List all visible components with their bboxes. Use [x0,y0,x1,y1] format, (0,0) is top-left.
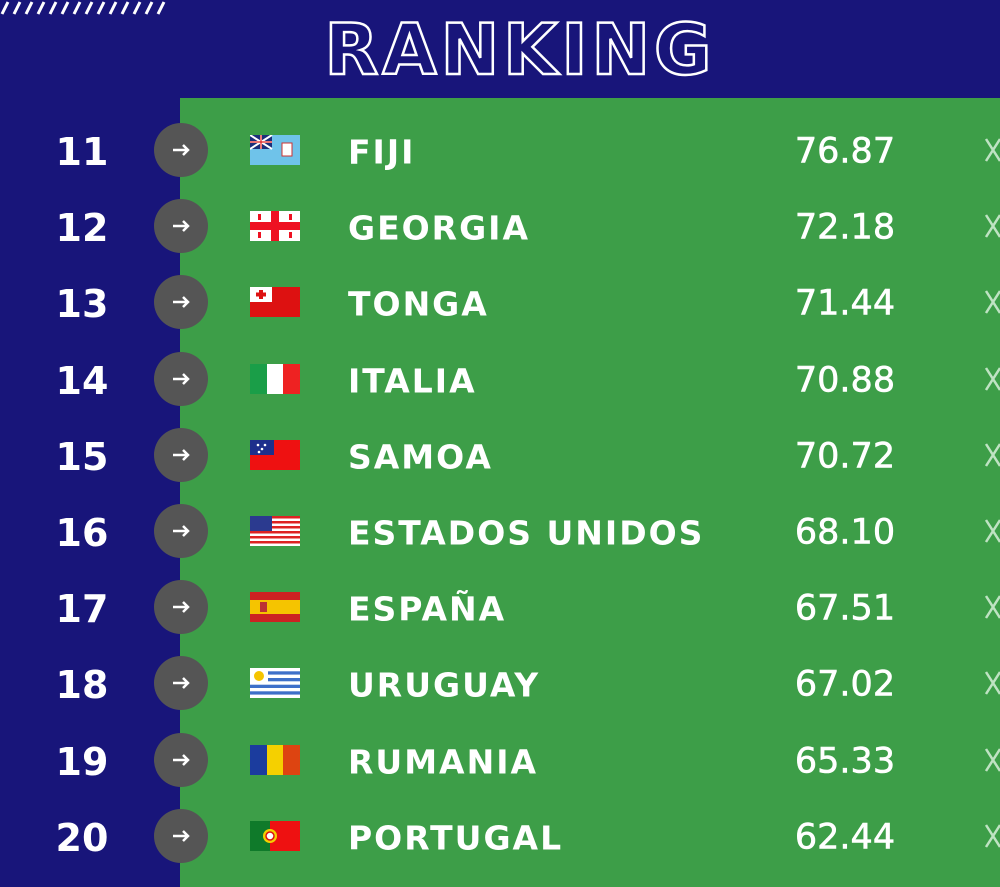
country: FIJI [348,132,416,172]
trend-icon [152,197,210,259]
flag-icon [250,363,300,394]
trend-icon [152,654,210,716]
flag-icon [250,516,300,546]
close-icon [984,364,1000,398]
points: 67.51 [794,588,896,629]
trend-icon [152,350,210,412]
flag [250,744,300,779]
close-icon [984,821,1000,855]
trend-icon [152,578,210,640]
country: TONGA [348,284,489,324]
rank: 16 [55,511,109,555]
flag-icon [250,211,300,242]
x-icon [984,671,1000,696]
close-icon [984,135,1000,169]
country: SAMOA [348,437,493,477]
flag-icon [250,592,300,623]
rank: 18 [55,663,109,708]
title-area: RANKING [323,8,716,93]
x-icon [984,366,1000,391]
trend-arrow [154,123,208,177]
flag [249,134,300,169]
rank: 19 [55,739,109,784]
x-icon [984,519,1000,543]
flag-icon [250,668,300,699]
trend-icon [152,502,210,564]
trend-icon [152,807,210,869]
trend-arrow [154,808,208,863]
trend-icon [152,273,210,335]
trend-arrow [154,580,208,635]
points: 76.87 [794,131,896,172]
close-icon [984,745,1000,779]
country: GEORGIA [348,208,530,248]
trend-arrow [154,199,208,254]
stripes-decoration [0,1,166,15]
rank: 20 [55,815,109,860]
flag [250,820,300,855]
x-icon [984,214,1000,238]
trend-arrow [154,275,208,330]
flag-icon [250,287,300,318]
flag [250,668,300,702]
country: URUGUAY [348,665,541,705]
x-icon [984,443,1000,467]
flag [250,439,300,474]
trend-arrow [154,351,208,406]
points: 62.44 [794,817,896,858]
x-icon [984,138,1000,162]
x-icon [984,595,1000,619]
points: 68.10 [794,512,896,553]
trend-arrow [154,656,208,711]
trend-arrow [154,504,208,558]
flag [250,211,300,245]
flag [250,516,300,550]
close-icon [984,516,1000,550]
rank: 15 [55,434,109,479]
country: ITALIA [348,361,477,401]
title: RANKING [325,9,716,91]
country: ESTADOS UNIDOS [348,513,705,553]
x-icon [984,290,1000,315]
trend-icon [152,731,210,793]
rank: 11 [55,130,109,174]
close-icon [984,440,1000,474]
close-icon [984,211,1000,245]
flag-icon [250,820,300,851]
close-icon [984,668,1000,702]
trend-icon [152,426,210,488]
x-icon [984,824,1000,848]
ranking-panel [180,98,1000,887]
rank: 14 [55,358,109,403]
rank: 13 [55,282,109,327]
points: 70.88 [794,360,896,401]
flag-icon [249,134,300,165]
points: 70.72 [794,436,896,477]
points: 67.02 [794,664,896,705]
flag-icon [250,439,300,470]
trend-arrow [154,732,208,787]
flag [250,592,300,626]
points: 72.18 [794,207,896,248]
flag-icon [250,744,300,775]
trend-icon [152,121,210,183]
close-icon [984,287,1000,321]
country: PORTUGAL [348,818,564,858]
flag [250,363,300,398]
flag [250,287,300,321]
close-icon [984,592,1000,626]
points: 65.33 [794,741,896,782]
trend-arrow [154,427,208,482]
rank: 12 [55,206,109,251]
country: RUMANIA [348,742,539,782]
x-icon [984,747,1000,772]
points: 71.44 [794,283,896,324]
rank: 17 [55,587,109,632]
country: ESPAÑA [348,589,507,629]
